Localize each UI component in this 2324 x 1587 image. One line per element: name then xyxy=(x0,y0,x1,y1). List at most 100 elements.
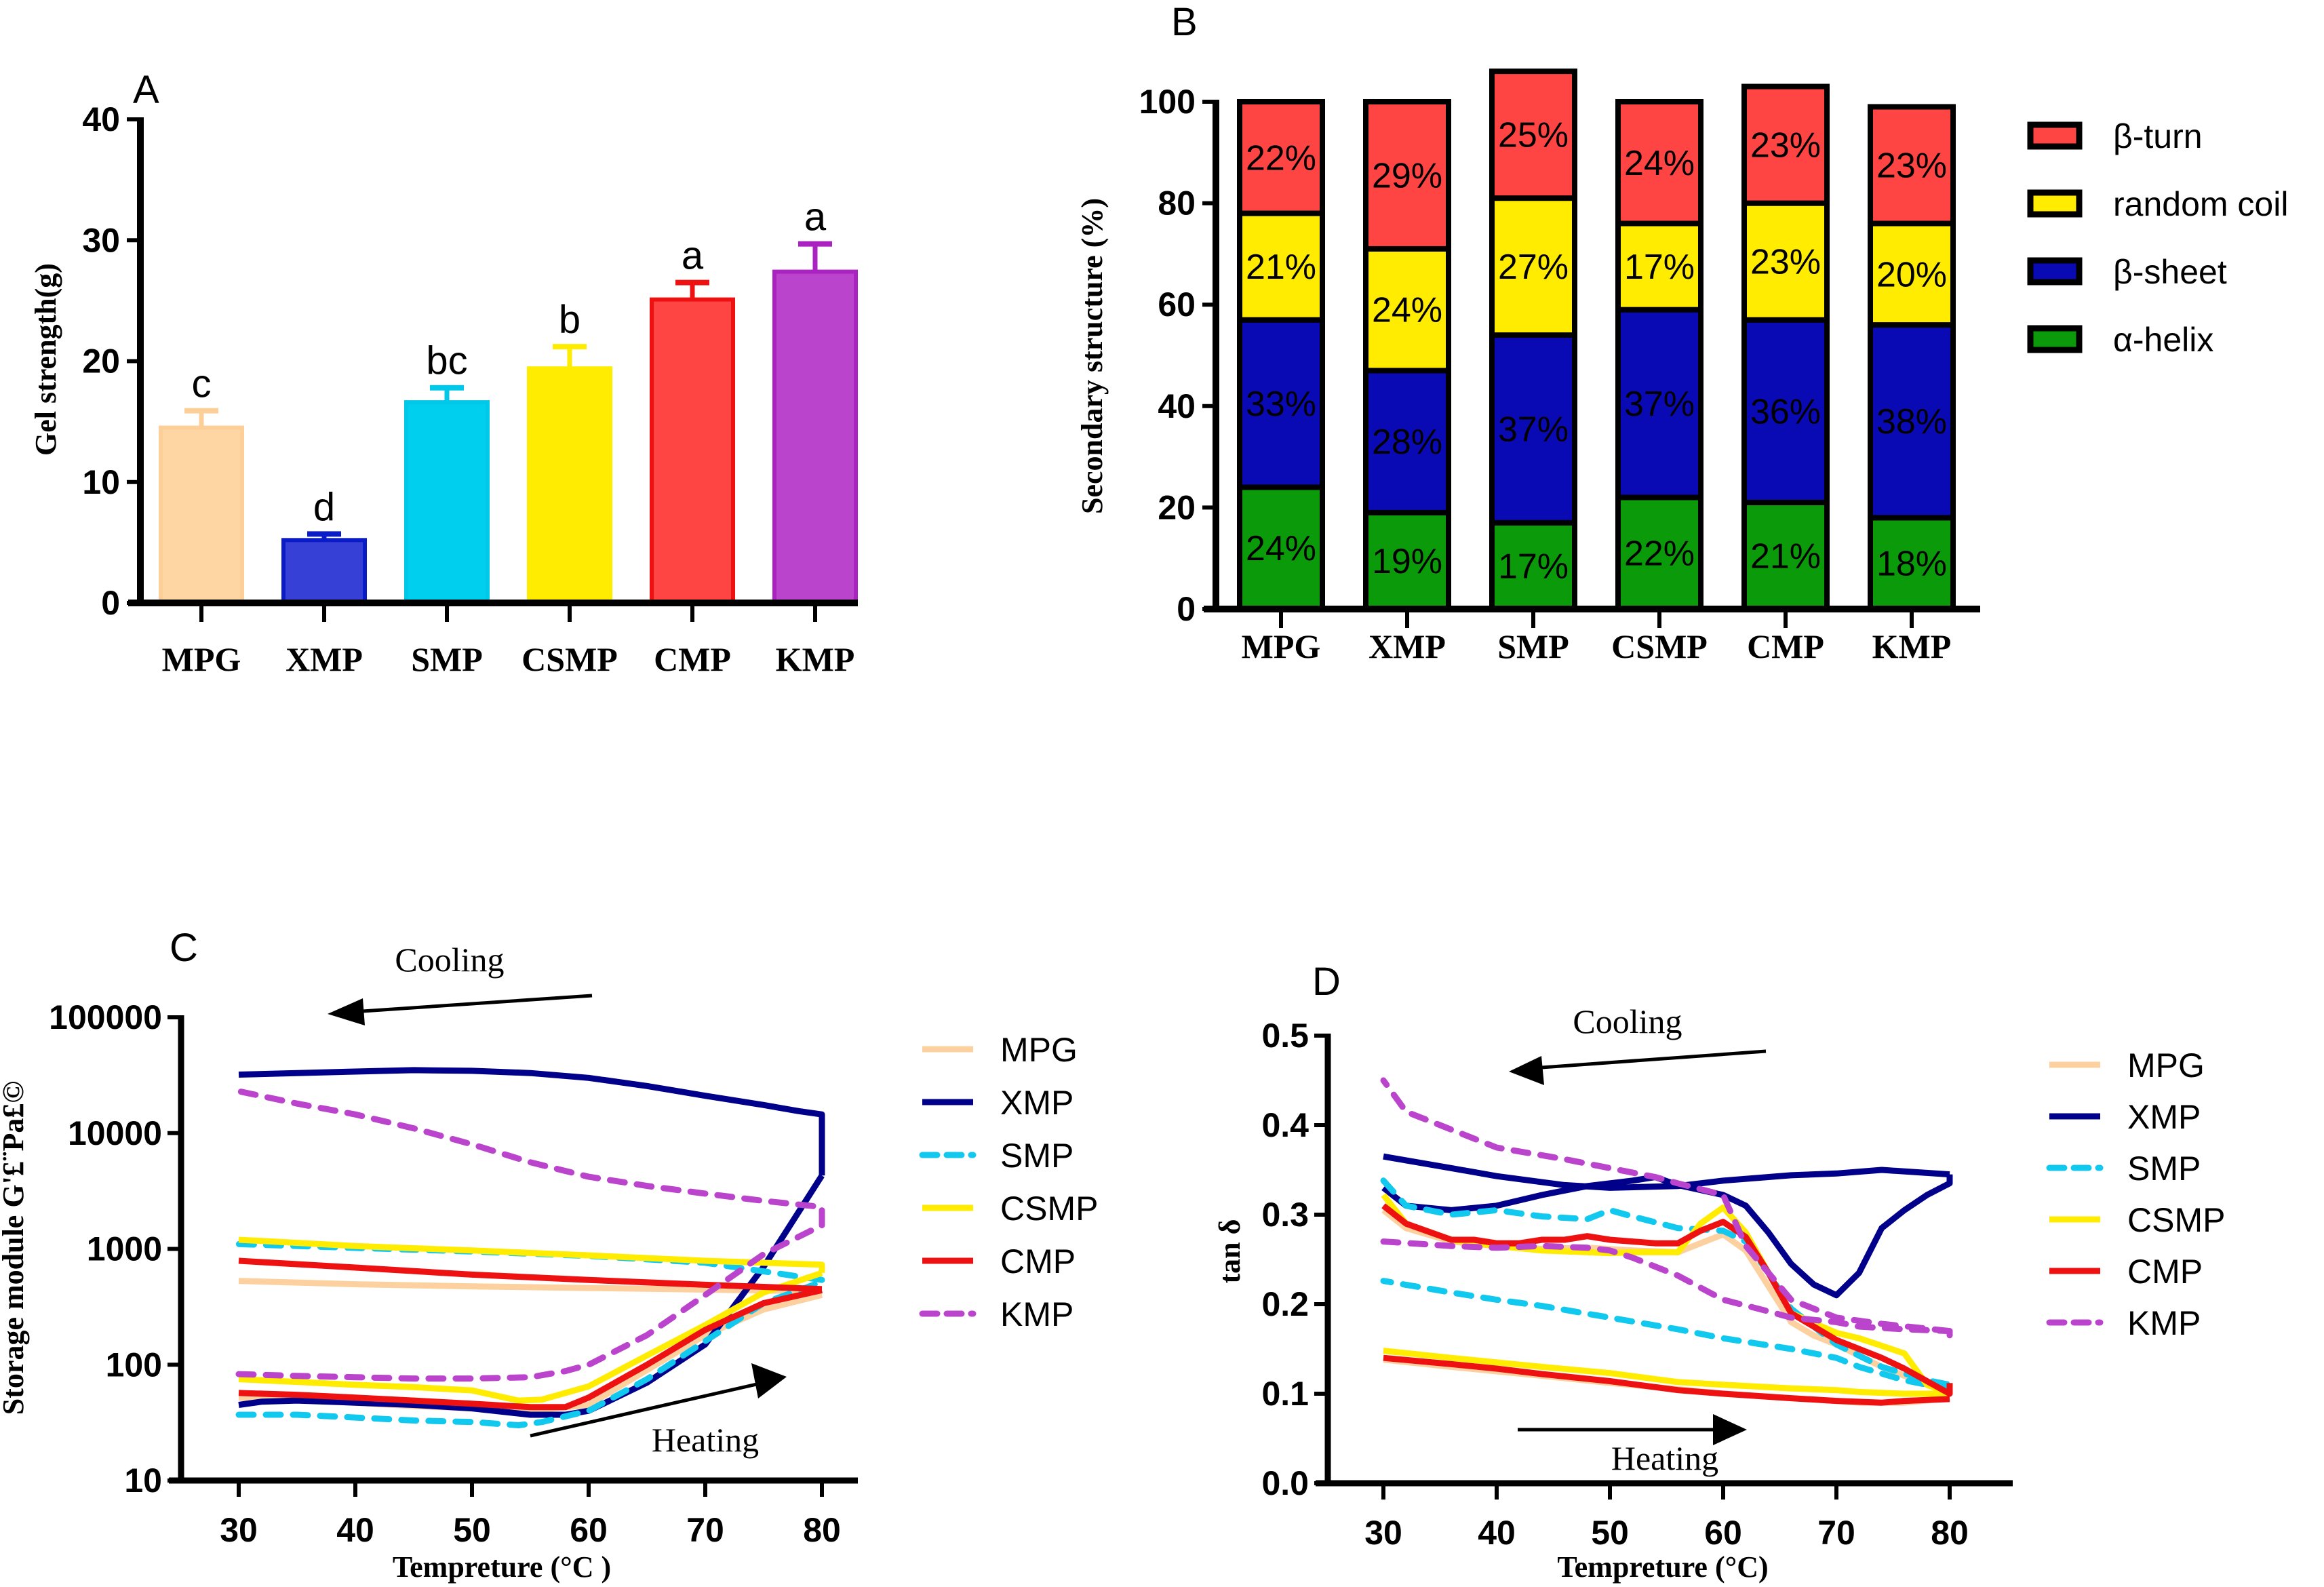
series-smp-heating-line xyxy=(1380,1177,1953,1388)
segment-turn xyxy=(1868,104,1956,227)
panel-d-marks: 0.0 0.1 0.2 0.3 0.4 0.5 30 40 50 60 70 80 xyxy=(1261,1017,2013,1552)
segment-label: 19% xyxy=(1372,542,1442,581)
segment-turn xyxy=(1741,83,1830,206)
significance-letter: bc xyxy=(426,339,467,383)
x-tick-label: 70 xyxy=(686,1511,724,1549)
segment-label: 37% xyxy=(1624,385,1695,424)
series-kmp-heating-line xyxy=(1380,1238,1953,1344)
segment-turn xyxy=(1363,99,1451,252)
segment-label: 27% xyxy=(1498,248,1569,287)
legend-swatch xyxy=(2027,189,2083,218)
panel-b-legend: β-turn random coil β-sheet α-helix xyxy=(2027,117,2288,359)
y-tick-label: 20 xyxy=(82,342,120,380)
legend-label: XMP xyxy=(2127,1098,2201,1136)
series-cmp-cooling-line xyxy=(238,1257,823,1293)
panel-d-heating-arrow xyxy=(1518,1414,1747,1445)
x-tick-label: 30 xyxy=(220,1511,258,1549)
panel-d-letter: D xyxy=(1312,960,1341,1004)
series-csmp-heating-line xyxy=(238,1270,823,1404)
x-tick-label: 50 xyxy=(1591,1514,1629,1552)
series-csmp-cooling-line xyxy=(238,1236,825,1273)
legend-swatch xyxy=(2027,325,2083,353)
x-tick-label: XMP xyxy=(1368,627,1446,665)
x-tick-label: KMP xyxy=(776,640,855,678)
panel-c-storage-modulus-chart: C Storage module G'£¨Pa£© Tempreture (°C… xyxy=(0,926,1098,1584)
panel-d-heating-label: Heating xyxy=(1611,1439,1718,1477)
y-tick-label: 10 xyxy=(82,463,120,501)
series-kmp-cooling-line xyxy=(235,1088,825,1229)
x-tick-label: MPG xyxy=(162,640,241,678)
series-cmp-heating-line xyxy=(238,1287,823,1411)
x-tick-label: CSMP xyxy=(521,640,618,678)
y-tick-label: 0.5 xyxy=(1261,1017,1309,1055)
x-tick-label: 40 xyxy=(1478,1514,1516,1552)
legend-swatch xyxy=(2027,257,2083,286)
segment-label: 37% xyxy=(1498,410,1569,449)
legend-label: CSMP xyxy=(1000,1190,1098,1228)
segment-label: 22% xyxy=(1624,534,1695,574)
significance-letter: a xyxy=(682,234,704,278)
x-tick-label: CMP xyxy=(654,640,731,678)
panel-c-cooling-label: Cooling xyxy=(395,941,504,979)
series-cmp-cooling-line xyxy=(1383,1354,1950,1406)
legend-label: SMP xyxy=(1000,1137,1074,1175)
legend-label: KMP xyxy=(1000,1295,1074,1333)
panel-c-heating-label: Heating xyxy=(652,1421,759,1459)
legend-label: β-turn xyxy=(2113,117,2203,155)
panel-b-secondary-structure-chart: B Secondary structure (%) 24% 33% 21% 22% MP… xyxy=(1076,0,2288,665)
series-mpg-cooling-line xyxy=(238,1278,823,1295)
segment-sheet xyxy=(1489,332,1577,526)
panel-d-tan-delta-chart: D tan δ Tempreture (°C) Cooling Heating … xyxy=(1213,960,2225,1584)
segment-label: 33% xyxy=(1246,385,1316,424)
segment-label: 29% xyxy=(1372,156,1442,195)
panel-c-marks: 10 100 1000 10000 100000 30 40 50 60 70 80 xyxy=(49,998,858,1549)
segment-randomcoil xyxy=(1615,220,1703,313)
panel-a-letter: A xyxy=(133,68,159,112)
x-tick-label: SMP xyxy=(411,640,483,678)
panel-a-gel-strength-chart: A Gel strength(g) c MPG d XMP bc SMP b CSMP a CMP… xyxy=(29,68,858,678)
series-csmp-cooling-line xyxy=(1383,1348,1950,1397)
panel-b-marks: 24% 33% 21% 22% MPG 19% 28% 24% 29% XMP 17% 37% 27% 2… xyxy=(1139,68,1980,665)
panel-c-x-axis-title: Tempreture (°C ) xyxy=(393,1550,611,1584)
panel-d-cooling-arrow xyxy=(1509,1049,1767,1085)
segment-sheet xyxy=(1363,368,1451,515)
significance-letter: b xyxy=(559,298,580,342)
segment-label: 24% xyxy=(1372,291,1442,330)
legend-label: KMP xyxy=(2127,1304,2201,1342)
x-tick-label: CMP xyxy=(1747,627,1824,665)
x-tick-label: 80 xyxy=(803,1511,841,1549)
significance-letter: c xyxy=(192,362,212,406)
segment-label: 22% xyxy=(1246,138,1316,178)
series-kmp-cooling-line xyxy=(1380,1077,1953,1335)
panel-c-legend: MPG XMP SMP CSMP CMP KMP xyxy=(919,1031,1098,1333)
significance-letter: a xyxy=(804,195,827,239)
segment-label: 18% xyxy=(1876,545,1947,584)
segment-randomcoil xyxy=(1237,210,1325,323)
series-kmp-heating-line xyxy=(235,1222,825,1382)
panel-a-marks: c MPG d XMP bc SMP b CSMP a CMP a KMP 0 10 20 30 40 xyxy=(82,100,858,678)
segment-label: 17% xyxy=(1498,547,1569,586)
legend-label: β-sheet xyxy=(2113,253,2227,291)
y-tick-label: 0.0 xyxy=(1261,1464,1309,1502)
legend-label: SMP xyxy=(2127,1150,2201,1188)
segment-label: 23% xyxy=(1750,243,1821,282)
segment-label: 38% xyxy=(1876,402,1947,442)
segment-label: 23% xyxy=(1876,146,1947,186)
legend-label: CSMP xyxy=(2127,1201,2225,1239)
x-tick-label: 80 xyxy=(1931,1514,1969,1552)
x-tick-label: CSMP xyxy=(1611,627,1708,665)
panel-c-y-axis-title: Storage module G'£¨Pa£© xyxy=(0,1081,30,1415)
x-tick-label: SMP xyxy=(1497,627,1569,665)
y-tick-label: 10 xyxy=(124,1462,162,1500)
y-tick-label: 30 xyxy=(82,221,120,259)
series-xmp-heating-line xyxy=(1381,1174,1953,1299)
x-tick-label: MPG xyxy=(1242,627,1321,665)
series-cmp-heating-line xyxy=(1381,1203,1953,1397)
x-tick-label: 50 xyxy=(453,1511,491,1549)
y-tick-label: 100000 xyxy=(49,998,162,1036)
segment-sheet xyxy=(1237,317,1325,490)
series-xmp-cooling-line xyxy=(238,1067,825,1176)
series-xmp-heating-line xyxy=(238,1173,825,1418)
significance-letter: d xyxy=(313,485,335,529)
